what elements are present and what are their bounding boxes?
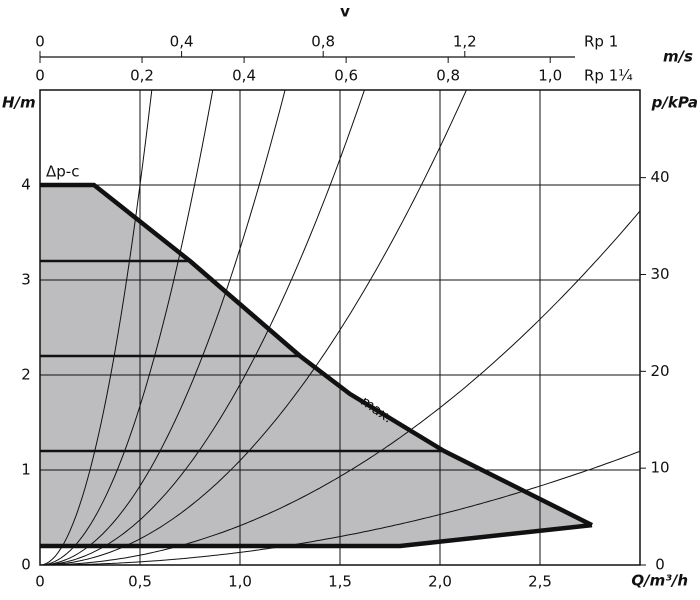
velocity-tick-label: 0,4 [170, 33, 194, 51]
plot-frame [39, 89, 641, 566]
pipe-label: Rp 1 [584, 33, 618, 51]
system-curve [40, 90, 286, 565]
system-curve [40, 90, 153, 565]
velocity-tick-label: 0,4 [232, 67, 256, 85]
pipe-label: Rp 1¼ [584, 67, 633, 85]
system-curve [40, 210, 640, 565]
velocity-tick-label: 1,0 [538, 67, 562, 85]
mode-label: Δp-c [46, 163, 79, 181]
y-tick-label: 0 [21, 556, 31, 574]
y-tick-label: 1 [21, 461, 31, 479]
x-tick-label: 1,5 [328, 573, 352, 591]
y2-tick-label: 10 [650, 459, 669, 477]
y2-tick-label: 40 [650, 168, 669, 186]
system-curve [40, 90, 365, 565]
min-curve [40, 522, 593, 549]
velocity-tick-label: 0 [35, 33, 45, 51]
x-tick-label: 2,5 [528, 573, 552, 591]
y2-tick-label: 20 [650, 362, 669, 380]
operating-area [40, 185, 592, 546]
x-tick-label: 0,5 [128, 573, 152, 591]
y-tick-label: 3 [21, 271, 31, 289]
x-tick-label: 2,0 [428, 573, 452, 591]
y2-tick-label: 30 [650, 265, 669, 283]
x-tick-label: 0 [35, 573, 45, 591]
x-tick-label: 1,0 [228, 573, 252, 591]
velocity-unit: m/s [663, 48, 693, 66]
x-label: Q/m³/h [631, 572, 688, 590]
max-curve [40, 182, 594, 528]
velocity-tick-label: 0,8 [436, 67, 460, 85]
velocity-tick-label: 1,2 [453, 33, 477, 51]
title: v [340, 3, 350, 21]
y2-label: p/kPa [651, 94, 698, 112]
y-tick-label: 4 [21, 176, 31, 194]
y2-tick-label: 0 [655, 556, 665, 574]
velocity-tick-label: 0 [35, 67, 45, 85]
system-curves [40, 90, 640, 565]
system-curve [40, 450, 640, 565]
system-curve [40, 90, 467, 565]
velocity-tick-label: 0,2 [130, 67, 154, 85]
system-curve [40, 90, 214, 565]
y-label: H/m [2, 94, 36, 112]
velocity-tick-label: 0,6 [334, 67, 358, 85]
y-tick-label: 2 [21, 366, 31, 384]
velocity-tick-label: 0,8 [311, 33, 335, 51]
